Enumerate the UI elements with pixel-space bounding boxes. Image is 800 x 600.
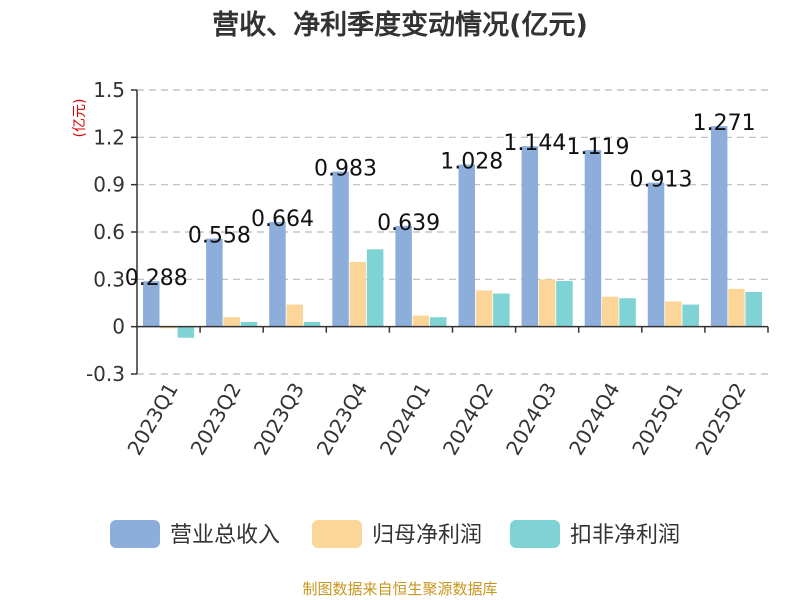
deducted-profit-bar	[177, 326, 195, 338]
y-tick-label: 1.5	[93, 78, 125, 102]
deducted-profit-bar	[240, 321, 258, 327]
parent-profit-bar	[223, 317, 240, 327]
revenue-bar	[584, 150, 602, 327]
x-tick-label: 2023Q1	[122, 379, 182, 460]
parent-profit-bar	[412, 315, 430, 327]
parent-profit-bar	[665, 301, 682, 327]
parent-profit-bar	[538, 279, 556, 327]
revenue-bar	[458, 164, 475, 327]
revenue-data-label: 0.983	[314, 157, 377, 182]
revenue-data-label: 1.028	[440, 149, 503, 174]
legend-parent-profit-swatch	[312, 520, 362, 548]
parent-profit-bar	[728, 288, 745, 327]
y-tick-label: 0.6	[93, 220, 125, 244]
legend: 营业总收入 归母净利润 扣非净利润	[110, 520, 680, 548]
x-tick-label: 2025Q2	[690, 379, 750, 460]
x-tick-label: 2023Q2	[186, 379, 246, 460]
y-axis-ticks: -0.3 0 0.3 0.6 0.9 1.2 1.5	[86, 78, 137, 386]
deducted-profit-bar	[745, 291, 762, 327]
revenue-bar	[143, 281, 160, 327]
bars	[143, 126, 762, 338]
y-tick-label: 0.3	[93, 267, 125, 291]
revenue-bar	[269, 221, 286, 327]
revenue-bar	[206, 238, 223, 327]
y-tick-label: -0.3	[86, 362, 125, 386]
y-tick-label: 0	[112, 315, 125, 339]
legend-deducted-profit-swatch	[510, 520, 560, 548]
y-tick-label: 1.2	[93, 125, 125, 149]
parent-profit-bar	[286, 304, 303, 327]
gridlines	[137, 89, 768, 375]
parent-profit-bar	[475, 290, 493, 327]
revenue-data-label: 0.913	[630, 168, 693, 193]
x-tick-label: 2024Q1	[375, 379, 435, 460]
parent-profit-bar	[160, 326, 177, 329]
legend-revenue-label: 营业总收入	[170, 523, 280, 548]
x-tick-label: 2023Q4	[312, 379, 372, 460]
deducted-profit-bar	[303, 321, 321, 327]
x-tick-label: 2024Q2	[438, 379, 498, 460]
source-note: 制图数据来自恒生聚源数据库	[302, 580, 497, 598]
parent-profit-bar	[349, 261, 367, 327]
revenue-bar	[521, 146, 539, 327]
revenue-data-label: 0.558	[188, 224, 251, 249]
deducted-profit-bar	[556, 280, 573, 327]
legend-parent-profit-label: 归母净利润	[372, 523, 482, 548]
x-tick-label: 2024Q3	[501, 379, 561, 460]
chart-title: 营收、净利季度变动情况(亿元)	[212, 9, 588, 41]
x-tick-label: 2024Q4	[564, 379, 624, 460]
parent-profit-bar	[602, 296, 619, 327]
revenue-data-label: 0.288	[125, 266, 188, 291]
deducted-profit-bar	[366, 249, 384, 327]
revenue-bar	[395, 225, 412, 327]
deducted-profit-bar	[493, 293, 510, 327]
revenue-bar	[647, 182, 665, 327]
deducted-profit-bar	[682, 304, 699, 327]
y-axis-unit: (亿元)	[72, 99, 88, 138]
revenue-data-label: 1.271	[693, 111, 756, 136]
legend-deducted-profit-label: 扣非净利润	[570, 523, 680, 548]
x-axis-ticks: 2023Q1 2023Q2 2023Q3 2023Q4 2024Q1 2024Q2 2024…	[122, 326, 769, 460]
deducted-profit-bar	[430, 317, 447, 327]
revenue-data-label: 0.639	[377, 211, 440, 236]
x-tick-label: 2025Q1	[627, 379, 687, 460]
revenue-data-label: 1.119	[566, 135, 629, 160]
revenue-data-label: 1.144	[503, 131, 566, 156]
legend-revenue-swatch	[110, 520, 160, 548]
y-tick-label: 0.9	[93, 173, 125, 197]
revenue-data-label: 0.664	[251, 207, 314, 232]
deducted-profit-bar	[619, 298, 636, 327]
x-tick-label: 2023Q3	[249, 379, 309, 460]
revenue-bar	[710, 126, 728, 327]
revenue-bar	[332, 171, 349, 327]
